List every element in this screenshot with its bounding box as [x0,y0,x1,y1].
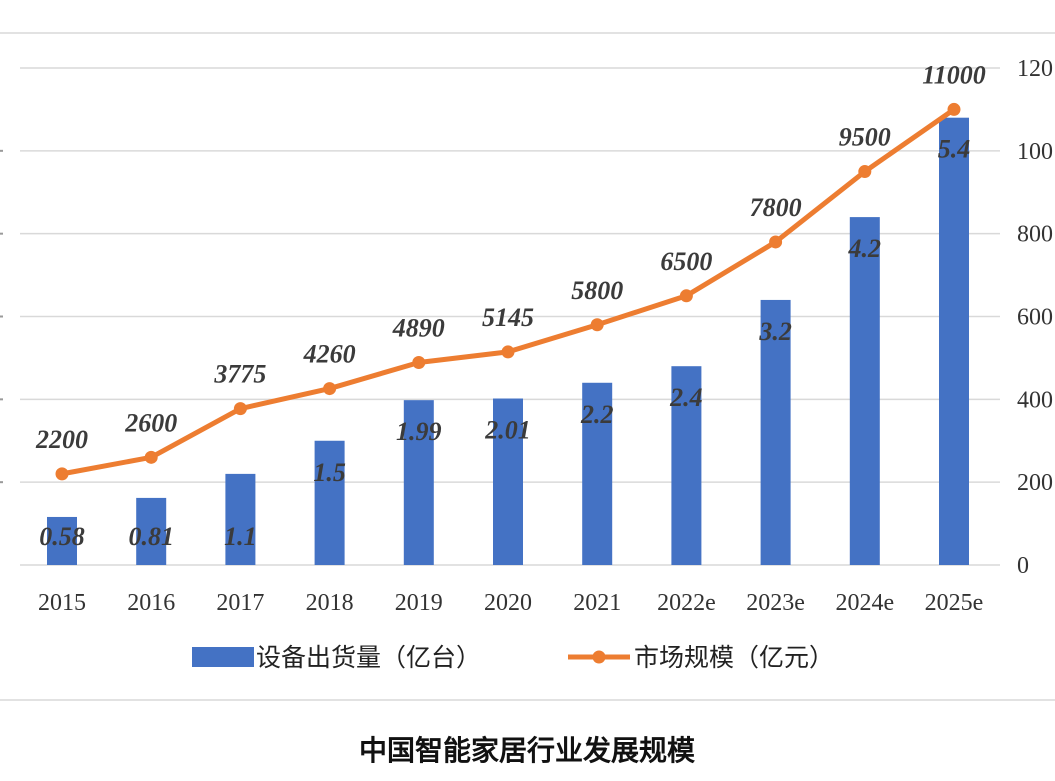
bar-series [47,117,969,565]
y-right-tick-label: 0 [1017,553,1029,579]
legend: 设备出货量（亿台） 市场规模（亿元） [192,643,834,672]
bar-data-label: 3.2 [758,317,792,346]
line-series [55,102,961,481]
line-data-label: 4890 [392,313,445,342]
bar-data-label: 1.5 [313,458,346,487]
chart-title: 中国智能家居行业发展规模 [359,734,696,767]
legend-label-bar: 设备出货量（亿台） [256,643,481,672]
line-point [947,102,961,116]
y-right-tick-label: 800 [1017,222,1053,248]
line-data-label: 2600 [124,408,177,437]
line-data-label: 3775 [213,360,266,389]
line-data-label: 9500 [839,123,891,152]
line-point [144,450,158,464]
data-labels: 0.58 0.81 1.1 1.5 1.99 2.01 2.2 2.4 3.2 4.2 5.4 220… [35,60,986,551]
x-tick-label: 2016 [127,590,175,616]
line-point [679,289,693,303]
bar [671,366,702,565]
y-right-tick-label: 600 [1017,305,1053,331]
bar-data-label: 4.2 [848,234,882,263]
line-data-label: 5800 [571,276,623,305]
line-point [858,165,872,179]
line-data-label: 5145 [482,303,534,332]
y-right-tick-label: 400 [1017,387,1053,413]
y-right-tick-label: 100 [1017,139,1053,165]
x-tick-label: 2019 [395,590,443,616]
bar-data-label: 2.01 [484,416,531,445]
x-tick-label: 2023e [746,590,805,616]
line-data-label: 6500 [660,247,712,276]
line-data-label: 4260 [303,340,356,369]
line-point [590,318,604,332]
bar-data-label: 0.81 [128,522,174,551]
line-data-label: 11000 [922,60,986,89]
bar-data-label: 1.99 [396,417,442,446]
axes: 0 200 400 600 800 100 120 2015 2016 2017 2018 2019 2… [0,56,1053,616]
bar-data-label: 2.2 [580,400,614,429]
x-tick-label: 2017 [216,590,264,616]
bar [493,398,523,565]
bar-data-label: 1.1 [224,522,257,551]
bar [47,516,77,565]
line-point [55,467,69,481]
line-point [323,382,337,396]
line-point [233,402,247,416]
line-point [501,345,515,359]
x-tick-label: 2024e [835,590,894,616]
bar [582,382,613,565]
bar [760,299,791,565]
line-point [412,355,426,369]
line-data-label: 7800 [750,193,802,222]
legend-label-line: 市场规模（亿元） [634,643,834,672]
bar [314,440,345,565]
bar-data-label: 5.4 [938,135,971,164]
line-data-label: 2200 [35,425,88,454]
bar [849,217,880,565]
x-tick-label: 2025e [925,590,984,616]
x-tick-label: 2022e [657,590,716,616]
legend-swatch-bar [192,647,254,667]
legend-swatch-marker [592,650,606,664]
line-point [769,235,783,249]
x-tick-label: 2020 [484,590,532,616]
x-tick-label: 2018 [306,590,354,616]
x-tick-label: 2021 [573,590,621,616]
bar [403,400,434,565]
bar-data-label: 0.58 [39,522,85,551]
bar [939,117,969,565]
bar-data-label: 2.4 [669,383,703,412]
y-right-tick-label: 120 [1017,56,1053,82]
x-tick-label: 2015 [38,590,86,616]
bar [225,473,256,565]
y-right-tick-label: 200 [1017,470,1053,496]
bar [136,497,167,565]
